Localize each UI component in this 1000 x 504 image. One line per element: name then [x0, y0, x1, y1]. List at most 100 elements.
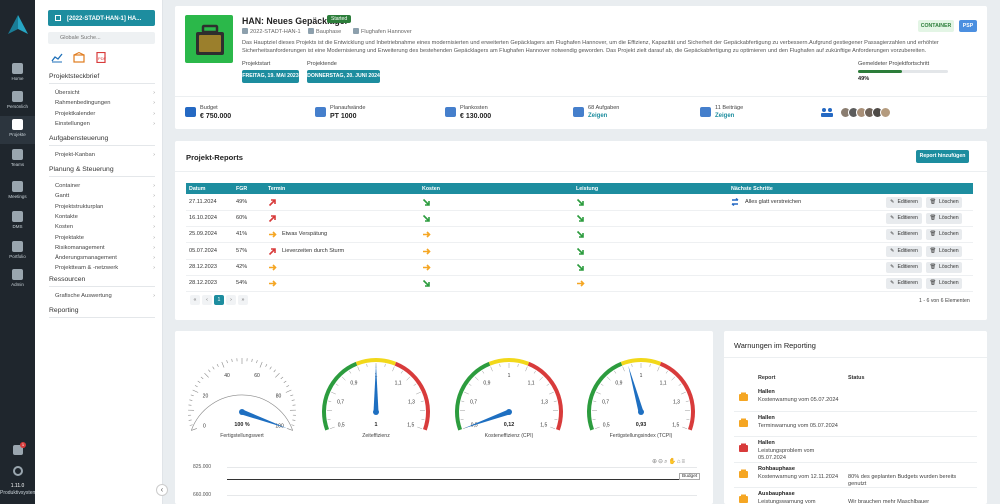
sidebar-item[interactable]: Grafische Auswertung ›: [55, 293, 155, 299]
warnings-card: Warnungen im Reporting Report Status Hal…: [724, 331, 987, 504]
end-date-button[interactable]: DONNERSTAG, 20. JUNI 2024: [307, 70, 380, 83]
delete-report-button[interactable]: 🗑 Löschen: [926, 213, 962, 225]
zoom-out-icon[interactable]: ⊖: [658, 459, 665, 465]
rail-item-persönlich[interactable]: Persönlich: [0, 88, 35, 116]
rail-item-admin[interactable]: Admin: [0, 266, 35, 294]
sidebar-item[interactable]: Projektstrukturplan ›: [55, 204, 155, 210]
gauge-tick: [400, 370, 403, 374]
delete-report-button[interactable]: 🗑 Löschen: [926, 278, 962, 289]
rail-item-projekte[interactable]: Projekte: [0, 116, 35, 144]
sidebar-section-title[interactable]: Reporting: [49, 307, 79, 314]
sidebar-item[interactable]: Projekt-Kanban ›: [55, 152, 155, 158]
sidebar-item[interactable]: Übersicht ›: [55, 90, 155, 96]
cell-date: 28.12.2023: [189, 280, 217, 286]
sidebar-item[interactable]: Projektakte ›: [55, 235, 155, 241]
gauge-tick: [231, 358, 233, 362]
table-row[interactable]: 27.11.2024 49% Alles glatt verstreichen ✎ Ed…: [186, 195, 973, 211]
sidebar-item[interactable]: Container ›: [55, 183, 155, 189]
stat-value[interactable]: Zeigen: [588, 113, 608, 119]
menu-icon[interactable]: ≡: [681, 459, 687, 465]
sidebar-item[interactable]: Änderungsmanagement ›: [55, 255, 155, 261]
rail-item-dms[interactable]: DMS: [0, 208, 35, 236]
collapse-sidebar-button[interactable]: ‹: [156, 484, 168, 496]
stat-value[interactable]: Zeigen: [715, 113, 735, 119]
gauge-tick: [328, 400, 332, 402]
delete-report-button[interactable]: 🗑 Löschen: [926, 229, 962, 241]
project-thumbnail: [185, 15, 233, 63]
delete-label: Löschen: [938, 231, 959, 238]
page-1-button[interactable]: 1: [214, 295, 224, 305]
table-row[interactable]: 16.10.2024 60% ✎ Editieren 🗑 Löschen: [186, 211, 973, 228]
edit-report-button[interactable]: ✎ Editieren: [886, 261, 922, 273]
global-search-input[interactable]: [48, 32, 155, 44]
column-header[interactable]: FGR: [236, 185, 248, 192]
first-page-button[interactable]: «: [190, 295, 200, 305]
table-row[interactable]: 28.12.2023 42% ✎ Editieren 🗑 Löschen: [186, 260, 973, 276]
project-switch-button[interactable]: [2022-STADT-HAN-1] HA...: [48, 10, 155, 26]
chart-tool-icon[interactable]: [51, 52, 63, 63]
warning-divider: [734, 487, 977, 488]
column-header[interactable]: Datum: [189, 185, 206, 192]
delete-report-button[interactable]: 🗑 Löschen: [926, 245, 962, 257]
delete-report-button[interactable]: 🗑 Löschen: [926, 261, 962, 273]
table-row[interactable]: 25.09.2024 41% Etwas Verspätung ✎ Editieren 🗑…: [186, 227, 973, 244]
add-report-button[interactable]: Report hinzufügen: [916, 150, 969, 163]
sidebar-item[interactable]: Kosten ›: [55, 224, 155, 230]
gauge-band: [455, 361, 491, 431]
edit-report-button[interactable]: ✎ Editieren: [886, 213, 922, 225]
home-icon: [12, 63, 23, 74]
svg-text:PDF: PDF: [98, 56, 107, 61]
sidebar-item[interactable]: Gantt ›: [55, 193, 155, 199]
cell-date: 05.07.2024: [189, 247, 217, 254]
column-header[interactable]: Termin: [268, 185, 286, 192]
delete-label: Löschen: [938, 247, 959, 254]
prev-page-button[interactable]: ‹: [202, 295, 212, 305]
rail-item-home[interactable]: Home: [0, 60, 35, 88]
gauge-tick: [461, 400, 465, 402]
gauge-tick: [335, 383, 339, 386]
last-page-button[interactable]: »: [238, 295, 248, 305]
reset-icon[interactable]: ⌂: [676, 459, 682, 465]
sidebar-item[interactable]: Kontakte ›: [55, 214, 155, 220]
table-row[interactable]: 28.12.2023 54% ✎ Editieren 🗑 Löschen: [186, 276, 973, 292]
psp-tag-button[interactable]: PSP: [959, 20, 977, 32]
edit-report-button[interactable]: ✎ Editieren: [886, 229, 922, 241]
chevron-right-icon: ›: [153, 110, 155, 117]
settings-button[interactable]: [0, 466, 35, 476]
version-info: 1.11.0 Produktivsystem: [0, 483, 37, 497]
container-tag-button[interactable]: CONTAINER: [918, 20, 954, 32]
trash-icon: 🗑: [929, 263, 936, 270]
column-header[interactable]: Kosten: [422, 185, 440, 192]
building-tool-icon[interactable]: [73, 52, 85, 63]
sidebar-item[interactable]: Einstellungen ›: [55, 121, 155, 127]
zoom-select-icon[interactable]: ⌕: [664, 459, 669, 465]
edit-report-button[interactable]: ✎ Editieren: [886, 245, 922, 257]
warning-orange-icon: [738, 418, 749, 428]
zoom-in-icon[interactable]: ⊕: [652, 459, 659, 465]
termin-up-red-arrow-icon: [268, 198, 277, 207]
bell-icon: [12, 445, 23, 455]
pan-icon[interactable]: ✋: [668, 459, 677, 465]
admin-icon: [12, 269, 23, 280]
rail-item-teams[interactable]: Teams: [0, 146, 35, 174]
sidebar-item[interactable]: Projektkalender ›: [55, 111, 155, 117]
sidebar-item[interactable]: Rahmenbedingungen ›: [55, 100, 155, 106]
chevron-right-icon: ›: [153, 90, 155, 96]
gauge-tick-label: 0: [203, 424, 206, 430]
notifications-button[interactable]: 1: [0, 442, 35, 455]
sidebar-item[interactable]: Projektteam & -netzwerk ›: [55, 265, 155, 271]
pdf-icon[interactable]: PDF: [95, 52, 107, 63]
table-row[interactable]: 05.07.2024 57% Lieverzeiten durch Sturm ✎ Ed…: [186, 244, 973, 260]
edit-report-button[interactable]: ✎ Editieren: [886, 197, 922, 208]
next-page-button[interactable]: ›: [226, 295, 236, 305]
column-header[interactable]: Leistung: [576, 185, 599, 192]
avatar[interactable]: [880, 107, 891, 118]
column-header[interactable]: Nächste Schritte: [731, 185, 773, 192]
sidebar-item[interactable]: Risikomanagement ›: [55, 245, 155, 251]
start-date-button[interactable]: FREITAG, 19. MAI 2023: [242, 70, 299, 83]
edit-report-button[interactable]: ✎ Editieren: [886, 278, 922, 289]
gauge-needle: [463, 409, 510, 429]
rail-item-meetings[interactable]: Meetings: [0, 178, 35, 206]
delete-report-button[interactable]: 🗑 Löschen: [926, 197, 962, 208]
rail-item-portfolio[interactable]: Portfolio: [0, 238, 35, 266]
